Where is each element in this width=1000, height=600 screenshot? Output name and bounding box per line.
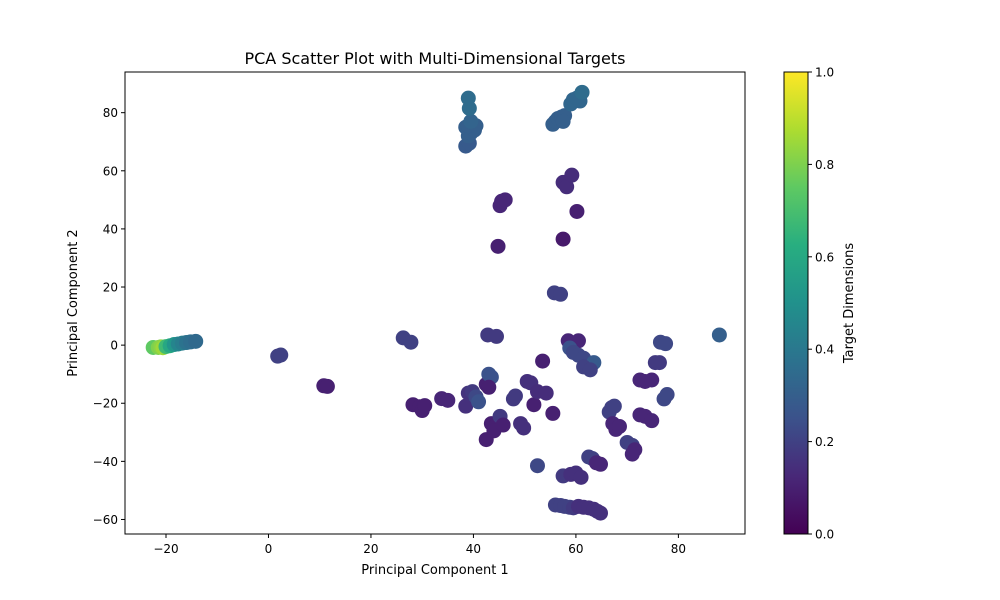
- x-axis-ticks: −20 0 20 40 60 80: [153, 534, 686, 556]
- colorbar-label: Target Dimensions: [842, 243, 857, 364]
- scatter-point: [606, 398, 622, 414]
- scatter-point: [458, 398, 474, 414]
- scatter-point: [188, 333, 204, 349]
- y-axis-ticks: −60 −40 −20 0 20 40 60 80: [93, 106, 125, 527]
- y-tick-label: −40: [93, 455, 118, 469]
- scatter-point: [507, 388, 523, 404]
- chart-title: PCA Scatter Plot with Multi-Dimensional …: [244, 49, 625, 68]
- x-tick-label: 20: [363, 542, 378, 556]
- y-tick-label: 20: [103, 281, 118, 295]
- scatter-point: [711, 327, 727, 343]
- scatter-point: [526, 397, 542, 413]
- scatter-point: [488, 328, 504, 344]
- colorbar-tick-label: 0.4: [815, 343, 834, 357]
- scatter-point: [529, 458, 545, 474]
- y-tick-label: −60: [93, 513, 118, 527]
- scatter-point: [481, 379, 497, 395]
- scatter-point: [535, 353, 551, 369]
- points-layer: [145, 84, 727, 521]
- plot-area-frame: [124, 71, 746, 535]
- x-axis-label: Principal Component 1: [361, 563, 508, 578]
- scatter-point: [471, 394, 487, 410]
- scatter-point: [440, 392, 456, 408]
- scatter-point: [553, 286, 569, 302]
- colorbar-ticks: 0.0 0.2 0.4 0.6 0.8 1.0: [808, 66, 834, 542]
- scatter-point: [490, 238, 506, 254]
- scatter-point: [497, 192, 513, 208]
- scatter-point: [644, 413, 660, 429]
- scatter-point: [593, 456, 609, 472]
- scatter-point: [582, 362, 598, 378]
- scatter-point: [273, 347, 289, 363]
- scatter-point: [573, 469, 589, 485]
- scatter-point: [403, 334, 419, 350]
- scatter-point: [463, 113, 479, 129]
- colorbar: [783, 71, 809, 535]
- colorbar-tick-label: 0.0: [815, 528, 834, 542]
- y-tick-label: 0: [110, 339, 118, 353]
- x-tick-label: −20: [153, 542, 178, 556]
- scatter-point: [555, 113, 571, 129]
- scatter-point: [611, 418, 627, 434]
- scatter-point: [569, 203, 585, 219]
- scatter-point: [624, 446, 640, 462]
- x-tick-label: 80: [671, 542, 686, 556]
- x-tick-label: 0: [265, 542, 273, 556]
- scatter-point: [495, 417, 511, 433]
- scatter-point: [574, 84, 590, 100]
- scatter-point: [593, 505, 609, 521]
- colorbar-tick-label: 0.6: [815, 250, 834, 264]
- y-tick-label: 40: [103, 222, 118, 236]
- scatter-point: [538, 385, 554, 401]
- y-axis-label: Principal Component 2: [66, 229, 81, 376]
- scatter-point: [319, 378, 335, 394]
- scatter-point: [658, 336, 674, 352]
- colorbar-tick-label: 0.8: [815, 158, 834, 172]
- scatter-point: [417, 398, 433, 414]
- scatter-point: [555, 231, 571, 247]
- scatter-point: [564, 167, 580, 183]
- colorbar-tick-label: 1.0: [815, 66, 834, 80]
- scatter-point: [651, 355, 667, 371]
- scatter-point: [516, 420, 532, 436]
- colorbar-tick-label: 0.2: [815, 435, 834, 449]
- scatter-point: [559, 179, 575, 195]
- scatter-point: [644, 372, 660, 388]
- scatter-point: [460, 90, 476, 106]
- y-tick-label: 80: [103, 106, 118, 120]
- x-tick-label: 40: [466, 542, 481, 556]
- x-tick-label: 60: [568, 542, 583, 556]
- scatter-point: [545, 405, 561, 421]
- y-tick-label: −20: [93, 397, 118, 411]
- scatter-point: [659, 387, 675, 403]
- y-tick-label: 60: [103, 164, 118, 178]
